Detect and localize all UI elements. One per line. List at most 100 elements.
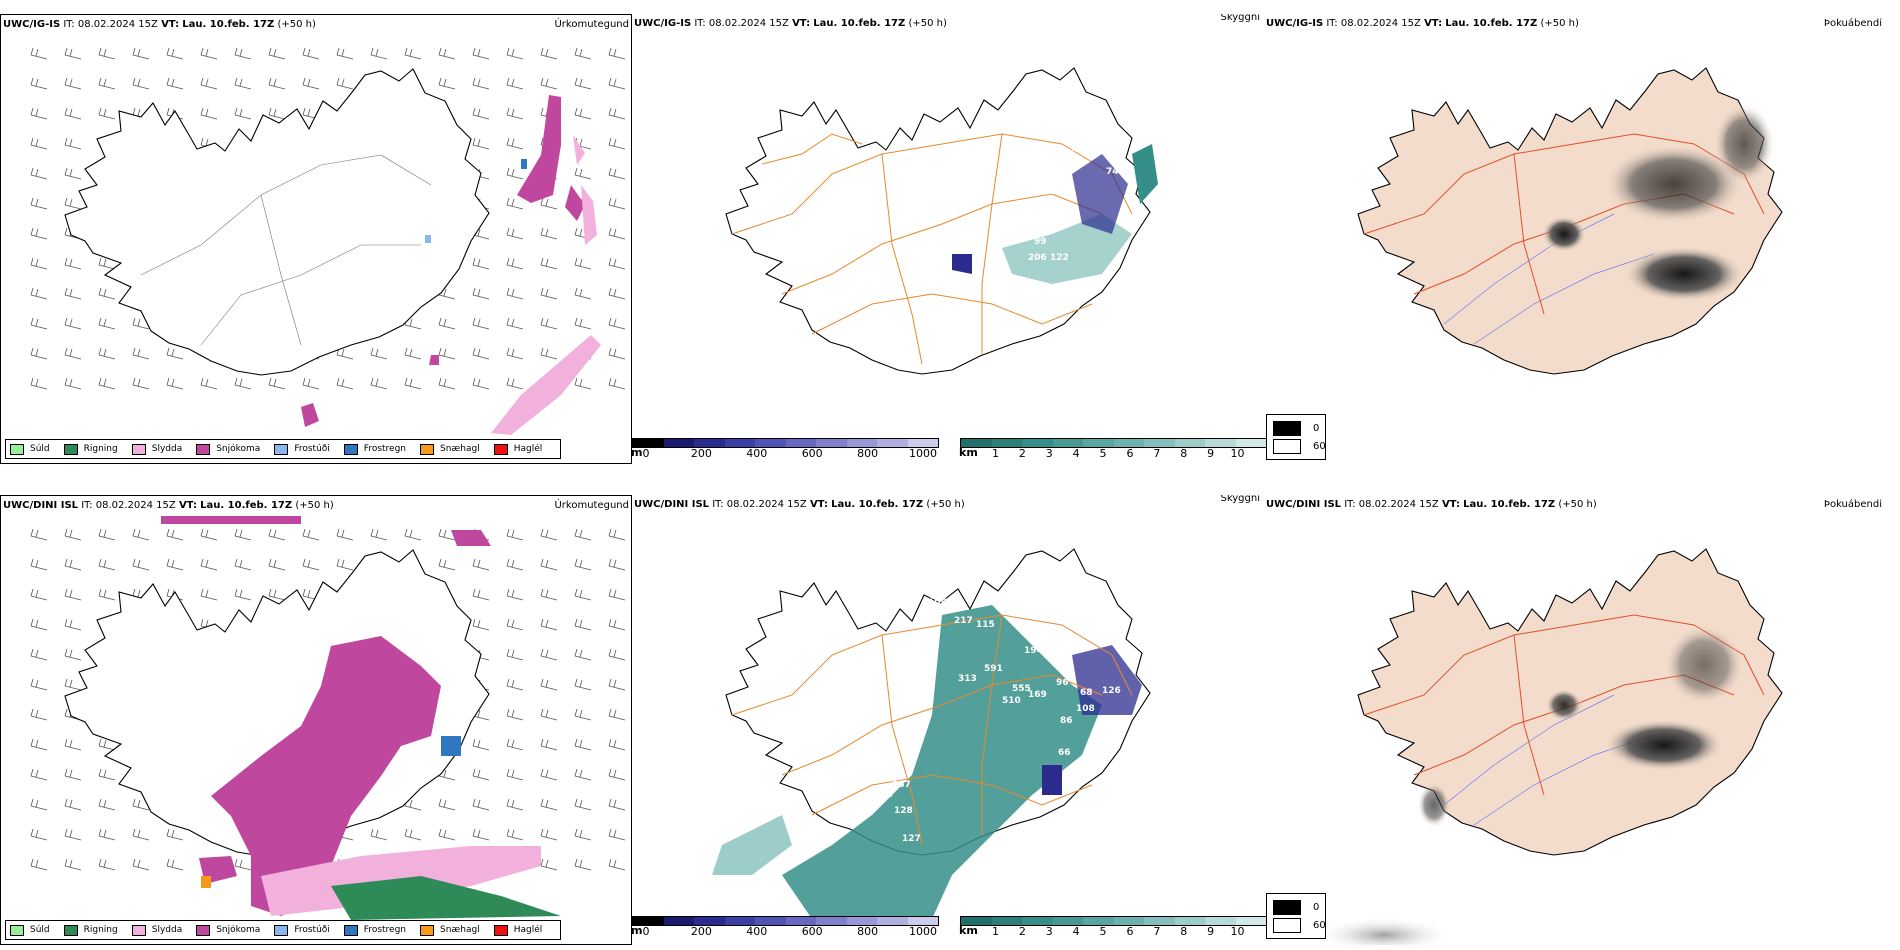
wind-barb — [234, 528, 252, 541]
wind-barb — [506, 167, 524, 180]
scale-tick-label: 3 — [1045, 925, 1053, 938]
rain-areas — [201, 876, 561, 920]
wind-barb — [438, 558, 456, 571]
wind-barb — [30, 107, 48, 120]
wind-barb — [64, 618, 82, 631]
wind-barb — [506, 588, 524, 601]
visibility-value-label: 100 — [1052, 203, 1071, 213]
wind-barb — [404, 528, 422, 541]
wind-barb — [268, 528, 286, 541]
visibility-value-label: 217 — [954, 616, 973, 626]
visibility-value-label: 591 — [984, 664, 1003, 674]
wind-barb — [64, 347, 82, 360]
wind-barb — [98, 287, 116, 300]
wind-barb — [608, 678, 626, 691]
wind-barb — [132, 77, 150, 90]
valid-time: Lau. 10.feb. 17Z — [831, 499, 924, 510]
scale-color-step — [785, 439, 816, 447]
legend-item: Haglél — [493, 443, 542, 455]
model-name: UWC/IG-IS — [634, 18, 692, 29]
visibility-value-label: 555 — [1012, 684, 1031, 694]
visibility-value-label: 194 — [1024, 646, 1043, 656]
wind-barb — [64, 588, 82, 601]
wind-barb — [64, 197, 82, 210]
wind-barb — [506, 678, 524, 691]
scale-color-step — [907, 917, 938, 925]
wind-barb — [438, 317, 456, 330]
panel-header: UWC/IG-IS IT: 08.02.2024 15Z VT: Lau. 10… — [1, 15, 631, 35]
wind-barb — [132, 347, 150, 360]
wind-barb — [608, 588, 626, 601]
wind-barb — [336, 77, 354, 90]
visibility-scales-bottom: m 0 200 400 600 800 1000 km 1 2 3 4 5 6 7 8 9 10 — [631, 914, 1267, 942]
wind-barb — [574, 828, 592, 841]
wind-barb — [30, 708, 48, 721]
wind-barb — [200, 558, 218, 571]
wind-barb — [30, 618, 48, 631]
wind-barb — [472, 738, 490, 751]
scale-color-step — [846, 917, 877, 925]
wind-barb — [30, 257, 48, 270]
wind-barb — [302, 558, 320, 571]
fog-map — [1357, 67, 1783, 375]
wind-barb — [64, 317, 82, 330]
wind-barb — [30, 287, 48, 300]
wind-barb — [64, 678, 82, 691]
wind-barb — [608, 618, 626, 631]
precip-type-map — [30, 516, 626, 920]
wind-barb — [506, 77, 524, 90]
wind-barb — [540, 588, 558, 601]
wind-barb — [506, 347, 524, 360]
visibility-value-label: 99 — [1034, 237, 1047, 247]
scale-tick-label: 4 — [1072, 925, 1080, 938]
visibility-value-label: 86 — [1060, 716, 1073, 726]
wind-barb — [64, 377, 82, 390]
fog-areas — [1542, 104, 1774, 302]
model-name: UWC/IG-IS — [3, 19, 61, 30]
fog-areas — [1314, 625, 1744, 945]
wind-barb — [132, 377, 150, 390]
wind-barb — [608, 798, 626, 811]
wind-barb — [166, 47, 184, 60]
wind-barb — [64, 828, 82, 841]
wind-barb — [438, 377, 456, 390]
wind-barb — [30, 137, 48, 150]
wind-barb — [370, 828, 388, 841]
wind-barb — [268, 107, 286, 120]
wind-barb — [370, 347, 388, 360]
wind-barb — [98, 858, 116, 871]
wind-barb — [540, 678, 558, 691]
wind-barb — [268, 558, 286, 571]
wind-barb — [472, 828, 490, 841]
scale-tick-label: 400 — [746, 925, 768, 938]
model-name: UWC/DINI ISL — [3, 500, 79, 511]
wind-barb — [64, 798, 82, 811]
wind-barb — [132, 528, 150, 541]
wind-barb — [98, 317, 116, 330]
visibility-value-label: 128 — [894, 806, 913, 816]
visibility-value-label: 169 — [1028, 690, 1047, 700]
scale-tick-label: 800 — [857, 925, 879, 938]
panel-fog-top: UWC/IG-IS IT: 08.02.2024 15Z VT: Lau. 10… — [1264, 14, 1884, 469]
visibility-value-label: 41 — [1072, 145, 1085, 155]
visibility-value-label: 122 — [1050, 253, 1069, 263]
wind-barb — [540, 317, 558, 330]
wind-barb — [200, 77, 218, 90]
panel-header: UWC/IG-IS IT: 08.02.2024 15Z VT: Lau. 10… — [1264, 14, 1884, 34]
wind-barb — [132, 828, 150, 841]
scale-tick-label: 200 — [690, 925, 712, 938]
wind-barb — [30, 167, 48, 180]
panel-header: UWC/DINI ISL IT: 08.02.2024 15Z VT: Lau.… — [1, 496, 631, 516]
scale-color-step — [1174, 917, 1205, 925]
wind-barb — [64, 738, 82, 751]
panel-precip-type-top: UWC/IG-IS IT: 08.02.2024 15Z VT: Lau. 10… — [0, 14, 632, 464]
wind-barb — [268, 77, 286, 90]
wind-barb — [404, 828, 422, 841]
visibility-scales-top: m 0 200 400 600 800 1000 km 1 2 3 4 5 6 7 8 9 10 — [631, 436, 1267, 464]
scale-color-step — [1052, 917, 1083, 925]
wind-barb — [608, 107, 626, 120]
wind-barb — [608, 648, 626, 661]
freezing-areas — [425, 159, 527, 243]
visibility-value-label: 89 — [950, 223, 963, 233]
legend-item: Súld — [10, 924, 50, 936]
